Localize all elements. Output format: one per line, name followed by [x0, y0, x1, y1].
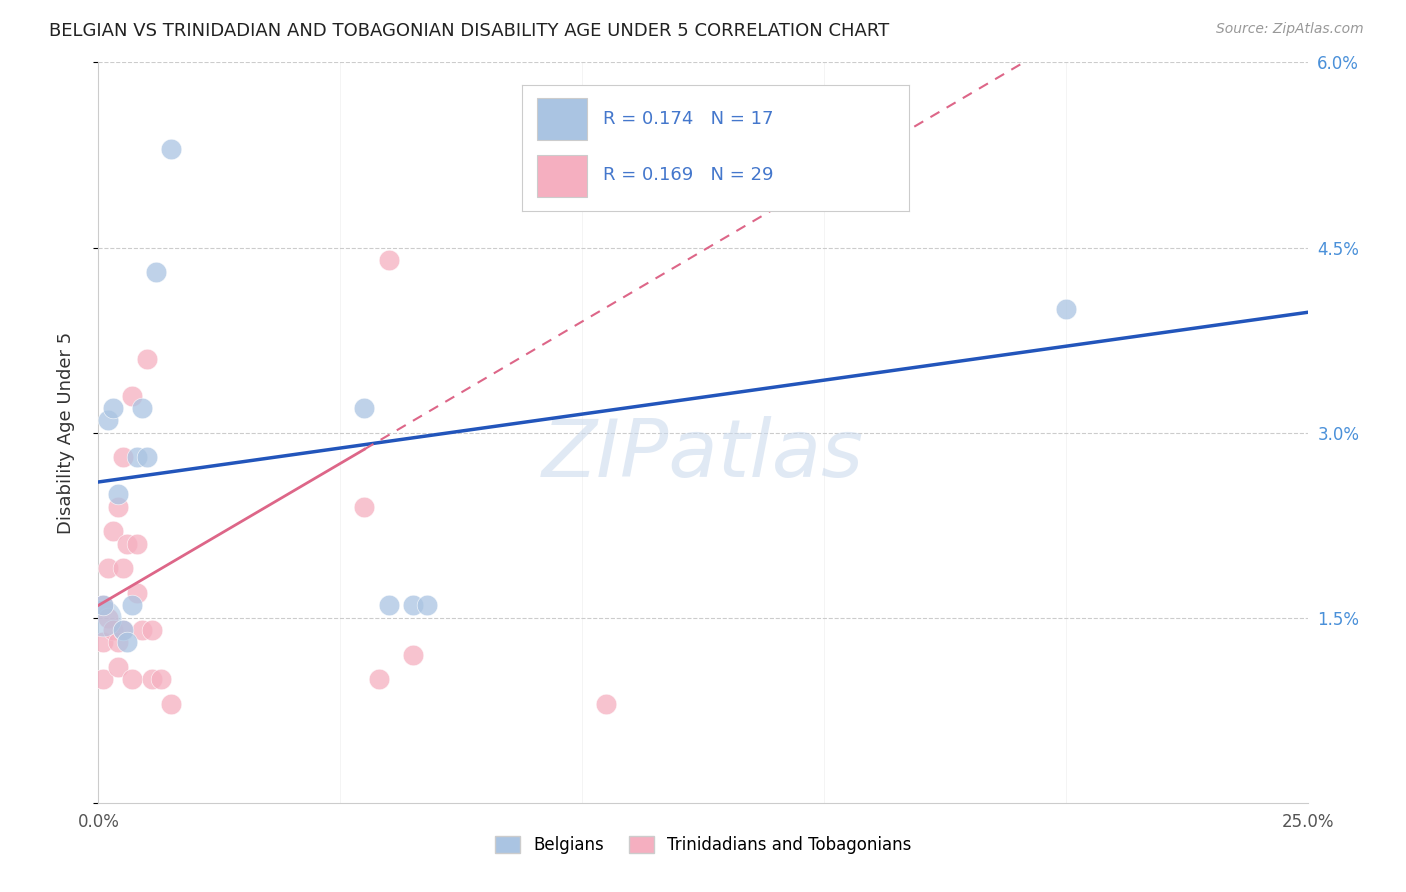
Legend: Belgians, Trinidadians and Tobagonians: Belgians, Trinidadians and Tobagonians	[488, 830, 918, 861]
Y-axis label: Disability Age Under 5: Disability Age Under 5	[56, 332, 75, 533]
Point	[121, 388, 143, 402]
Point	[117, 536, 139, 550]
Point	[101, 524, 124, 539]
Point	[91, 673, 114, 687]
Point	[127, 450, 149, 465]
Point	[353, 401, 375, 415]
Point	[595, 697, 617, 711]
Text: ZIPatlas: ZIPatlas	[541, 416, 865, 494]
Point	[107, 500, 129, 514]
Text: Source: ZipAtlas.com: Source: ZipAtlas.com	[1216, 22, 1364, 37]
Point	[91, 599, 114, 613]
Point	[111, 623, 134, 637]
Point	[111, 623, 134, 637]
Point	[97, 413, 120, 427]
Point	[1054, 302, 1077, 317]
Point	[111, 561, 134, 575]
Point	[101, 623, 124, 637]
Point	[145, 265, 167, 279]
Point	[121, 673, 143, 687]
Point	[141, 673, 163, 687]
Point	[131, 623, 153, 637]
Point	[111, 450, 134, 465]
Point	[107, 660, 129, 674]
Point	[141, 623, 163, 637]
Point	[91, 599, 114, 613]
Point	[377, 599, 399, 613]
Point	[402, 648, 425, 662]
Point	[107, 635, 129, 649]
Point	[97, 610, 120, 624]
Point	[160, 697, 183, 711]
Point	[107, 487, 129, 501]
Point	[135, 450, 157, 465]
Point	[353, 500, 375, 514]
Point	[402, 599, 425, 613]
Point	[121, 599, 143, 613]
Point	[97, 561, 120, 575]
Point	[117, 635, 139, 649]
Point	[135, 351, 157, 366]
Point	[101, 401, 124, 415]
Point	[416, 599, 439, 613]
Text: BELGIAN VS TRINIDADIAN AND TOBAGONIAN DISABILITY AGE UNDER 5 CORRELATION CHART: BELGIAN VS TRINIDADIAN AND TOBAGONIAN DI…	[49, 22, 890, 40]
Point	[377, 252, 399, 267]
Point	[131, 401, 153, 415]
Point	[368, 673, 391, 687]
Point	[127, 586, 149, 600]
Point	[127, 536, 149, 550]
Point	[160, 142, 183, 156]
Point	[150, 673, 173, 687]
Point	[91, 635, 114, 649]
Point	[91, 610, 114, 624]
